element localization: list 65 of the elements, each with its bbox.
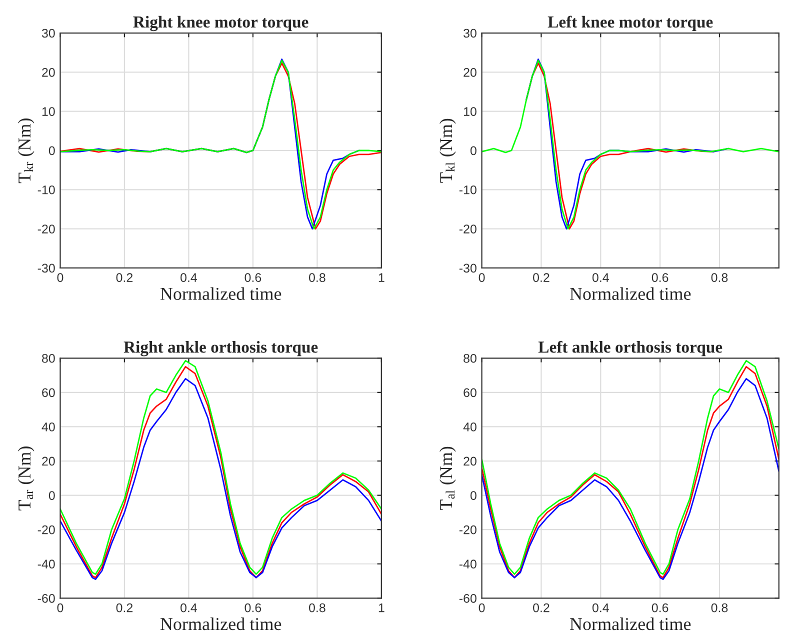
y-tick-label: 80 [42,354,55,363]
y-tick-label: 0 [48,491,55,500]
x-tick-label: 0.6 [244,273,262,282]
y-axis-title: T$_{kr}$ (Nm) [18,118,34,184]
y-tick-label: -20 [459,224,476,234]
x-tick-label: 0.8 [308,603,326,612]
x-tick-label: 0.8 [308,273,326,282]
x-tick-label: 1 [378,603,384,612]
chart-title: Left ankle orthosis torque [538,340,722,356]
x-axis-title: Normalized time [570,287,691,300]
y-axis-title: T$_{kl}$ (Nm) [439,118,456,183]
chart-title: Right ankle orthosis torque [124,341,318,356]
x-tick-label: 0.4 [592,273,609,282]
x-tick-label: 0.4 [180,603,198,612]
x-tick-label: 0.4 [180,273,198,282]
y-tick-label: 60 [42,388,55,398]
y-tick-label: 0 [470,146,476,156]
x-tick-label: 0.2 [116,603,133,612]
chart-title: Right knee motor torque [133,16,308,32]
x-tick-label: 0 [57,603,64,612]
y-tick-label: -10 [38,185,55,194]
x-tick-label: 0.6 [244,603,262,612]
x-tick-label: 0.8 [711,273,728,282]
y-tick-label: -20 [38,525,55,534]
x-tick-label: 0.8 [711,603,728,612]
y-tick-label: 40 [463,422,476,432]
y-axis-title: T$_{al}$ (Nm) [439,446,456,510]
y-tick-label: -30 [38,264,55,273]
x-tick-label: 0.4 [592,603,609,612]
x-tick-label: 0.2 [533,603,550,612]
y-tick-label: 40 [42,422,55,432]
x-axis-title: Normalized time [160,287,282,300]
y-tick-label: 60 [464,388,476,398]
y-tick-label: -40 [459,560,476,569]
y-tick-label: 20 [464,68,476,77]
y-tick-label: 10 [42,107,55,116]
x-tick-label: 0.2 [533,273,550,282]
x-tick-label: 1 [378,273,384,282]
y-tick-label: -60 [459,594,476,603]
y-tick-label: 10 [464,107,476,116]
y-tick-label: 0 [48,146,55,156]
x-tick-label: 0.6 [652,603,668,612]
y-tick-label: 20 [42,456,55,466]
y-tick-label: -20 [38,224,55,234]
x-axis-title: Normalized time [160,617,282,630]
y-tick-label: 20 [42,68,55,77]
y-tick-label: -20 [459,525,476,534]
y-tick-label: 30 [464,28,476,38]
y-tick-label: -30 [459,264,476,273]
chart-title: Left knee motor torque [548,16,713,32]
x-tick-label: 0 [478,603,485,612]
x-tick-label: 0.6 [652,273,668,282]
y-tick-label: 0 [470,491,476,500]
y-tick-label: -10 [459,185,476,194]
x-tick-label: 0 [478,273,485,282]
y-tick-label: -60 [38,594,55,603]
x-tick-label: 0 [57,273,64,282]
y-tick-label: 20 [464,456,476,466]
y-tick-label: 80 [464,354,476,363]
y-tick-label: 30 [42,28,55,38]
line-series [482,60,779,230]
x-axis-title: Normalized time [570,617,691,630]
y-tick-label: -40 [38,560,55,569]
y-axis-title: T$_{ar}$ (Nm) [18,446,34,510]
x-tick-label: 0.2 [116,273,133,282]
